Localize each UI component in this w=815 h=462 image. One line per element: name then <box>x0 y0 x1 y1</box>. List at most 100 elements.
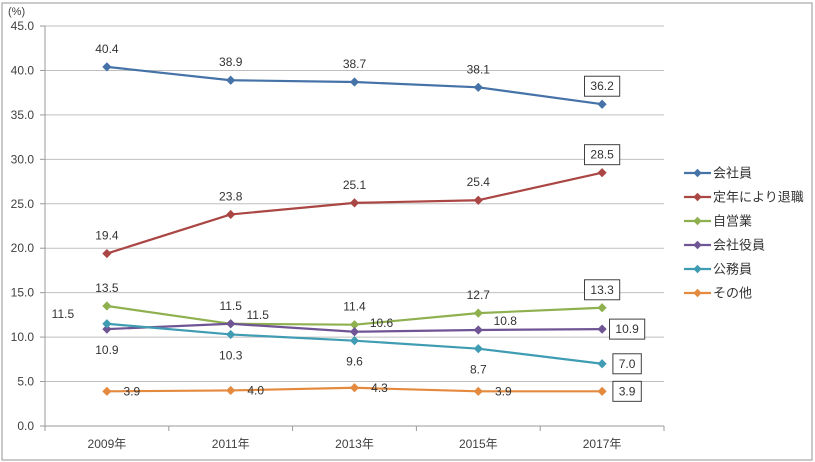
data-label-box <box>612 380 642 402</box>
legend-item: 公務員 <box>684 262 752 277</box>
data-label: 36.2 <box>590 79 614 93</box>
data-point-marker <box>349 320 360 330</box>
legend-marker <box>693 168 702 178</box>
data-label: 11.4 <box>343 300 366 314</box>
data-point-marker <box>102 319 112 329</box>
series-lines <box>102 62 607 396</box>
y-tick-label: 30.0 <box>11 152 35 166</box>
data-point-marker <box>473 325 483 335</box>
legend-label: 定年により退職 <box>713 190 804 205</box>
data-label: 8.7 <box>470 363 487 377</box>
data-label: 38.1 <box>467 62 491 76</box>
series-4 <box>102 319 607 369</box>
x-tick-label: 2011年 <box>212 437 250 451</box>
legend-label: 会社役員 <box>713 238 765 253</box>
data-point-marker <box>226 75 236 85</box>
data-label: 38.7 <box>343 57 367 71</box>
data-point-marker <box>102 301 112 311</box>
data-label: 10.9 <box>615 322 639 336</box>
data-label: 7.0 <box>619 357 636 371</box>
data-labels: 40.4 38.9 38.7 38.1 36.2 19.4 23.8 25.1 25.4 28.5… <box>52 42 646 402</box>
legend-item: 定年により退職 <box>684 190 804 205</box>
x-tick-label: 2009年 <box>88 437 127 451</box>
y-tick-label: 15.0 <box>11 286 35 300</box>
data-label: 11.5 <box>246 308 269 322</box>
data-label: 4.3 <box>371 381 388 395</box>
y-tick-label: 35.0 <box>11 108 35 122</box>
data-point-marker <box>473 344 483 354</box>
data-label: 12.7 <box>467 288 491 302</box>
y-tick-label: 5.0 <box>17 375 34 389</box>
data-point-marker <box>102 324 112 334</box>
data-point-marker <box>349 198 360 208</box>
data-point-marker <box>597 324 607 334</box>
y-tick-label: 45.0 <box>11 19 35 33</box>
data-label: 10.9 <box>95 343 119 357</box>
data-label-box <box>584 144 621 166</box>
data-point-marker <box>597 359 607 369</box>
data-point-marker <box>473 308 483 318</box>
legend-item: 会社役員 <box>684 238 765 253</box>
y-tick-label: 0.0 <box>17 419 34 433</box>
data-label: 4.0 <box>247 383 264 397</box>
data-label: 10.8 <box>494 314 518 328</box>
data-point-marker <box>226 319 236 329</box>
data-point-marker <box>226 385 236 396</box>
axes: 0.0 5.0 10.0 15.0 20.0 25.0 30.0 35.0 40.0 45.0 20… <box>11 19 665 451</box>
data-point-marker <box>597 99 607 109</box>
data-label: 3.9 <box>495 384 512 398</box>
legend-marker <box>693 192 702 202</box>
legend-item: 自営業 <box>684 214 752 229</box>
data-label: 9.6 <box>346 355 363 369</box>
x-tick-label: 2013年 <box>335 437 374 451</box>
data-point-marker <box>473 195 483 205</box>
data-point-marker <box>349 336 360 346</box>
y-tick-label: 40.0 <box>11 63 35 77</box>
data-label: 10.3 <box>219 348 243 362</box>
x-tick-label: 2017年 <box>583 437 622 451</box>
data-label: 11.5 <box>219 299 242 313</box>
data-label: 13.5 <box>95 281 119 295</box>
data-label-box <box>612 353 642 375</box>
data-label: 23.8 <box>219 189 243 203</box>
y-tick-label: 25.0 <box>11 197 35 211</box>
y-tick-label: 10.0 <box>11 330 35 344</box>
data-label: 25.4 <box>467 175 491 189</box>
legend-label: その他 <box>713 286 752 301</box>
data-label: 3.9 <box>619 384 636 398</box>
legend-marker <box>693 240 702 250</box>
data-label: 28.5 <box>590 148 614 162</box>
legend-item: 会社員 <box>684 166 752 181</box>
series-1 <box>102 168 607 259</box>
series-0 <box>102 62 607 109</box>
legend-marker <box>693 264 702 274</box>
data-point-marker <box>473 82 483 92</box>
data-label-box <box>584 75 621 97</box>
legend-label: 会社員 <box>713 166 752 181</box>
data-label: 38.9 <box>219 55 243 69</box>
data-label: 25.1 <box>343 178 367 192</box>
data-point-marker <box>102 62 112 72</box>
data-point-marker <box>597 168 607 178</box>
series-5 <box>102 383 607 396</box>
data-label: 10.6 <box>370 316 394 330</box>
series-2 <box>102 301 607 330</box>
data-point-marker <box>226 209 236 220</box>
data-label: 13.3 <box>590 283 614 297</box>
data-point-marker <box>349 77 360 87</box>
data-point-marker <box>473 386 483 396</box>
series-3 <box>102 319 607 337</box>
legend-label: 自営業 <box>713 214 752 229</box>
legend-item: その他 <box>684 286 752 301</box>
y-tick-label: 20.0 <box>11 241 35 255</box>
data-point-marker <box>349 383 360 393</box>
legend-marker <box>693 216 702 226</box>
data-point-marker <box>102 248 112 259</box>
data-label-box <box>584 279 621 301</box>
gridlines <box>45 25 664 383</box>
data-label: 40.4 <box>95 42 119 56</box>
data-label: 19.4 <box>95 229 119 243</box>
